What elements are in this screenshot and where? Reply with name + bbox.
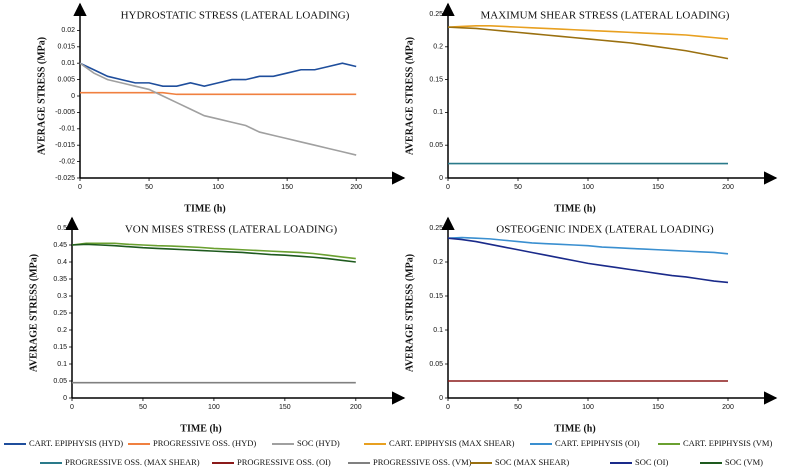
y-tick-label: -0.015 [55, 142, 75, 149]
x-tick-label: 0 [446, 184, 450, 191]
legend-label: SOC (HYD) [297, 438, 340, 448]
y-tick-label: -0.02 [59, 158, 75, 165]
y-tick-label: 0.5 [57, 225, 67, 232]
legend-label: PROGRESSIVE OSS. (HYD) [153, 438, 256, 448]
y-tick-label: 0.3 [57, 293, 67, 300]
y-tick-label: 0.05 [429, 361, 443, 368]
series-line [71, 243, 356, 263]
y-tick-label: 0 [63, 395, 67, 402]
x-tick-label: 100 [582, 184, 594, 191]
legend-label: PROGRESSIVE OSS. (OI) [237, 457, 331, 467]
y-tick-label: 0.015 [57, 44, 75, 51]
y-tick-label: 0.2 [433, 44, 443, 51]
y-tick-label: 0.45 [53, 242, 67, 249]
chart-title: MAXIMUM SHEAR STRESS (LATERAL LOADING) [481, 10, 730, 22]
x-tick-label: 0 [446, 404, 450, 411]
legend-label: PROGRESSIVE OSS. (MAX SHEAR) [65, 457, 200, 467]
y-tick-label: 0.2 [57, 327, 67, 334]
x-tick-label: 50 [139, 404, 147, 411]
x-tick-label: 50 [145, 184, 153, 191]
y-tick-label: 0.2 [433, 259, 443, 266]
x-tick-label: 50 [514, 184, 522, 191]
legend-label: SOC (MAX SHEAR) [495, 457, 569, 467]
legend-label: PROGRESSIVE OSS. (VM) [373, 457, 472, 467]
chart-title: VON MISES STRESS (LATERAL LOADING) [125, 224, 338, 236]
y-tick-label: 0.02 [61, 27, 75, 34]
y-axis-label: AVERAGE STRESS (MPa) [28, 254, 39, 372]
x-tick-label: 50 [514, 404, 522, 411]
y-tick-label: 0.25 [53, 310, 67, 317]
x-tick-label: 100 [208, 404, 220, 411]
series-line [71, 242, 356, 260]
y-tick-label: 0 [71, 93, 75, 100]
x-tick-label: 200 [350, 184, 362, 191]
y-tick-label: -0.01 [59, 126, 75, 133]
series-line [79, 62, 357, 156]
series-line [447, 25, 729, 40]
legend-label: CART. EPIPHYSIS (VM) [683, 438, 772, 448]
y-tick-label: 0.1 [433, 327, 443, 334]
legend-label: CART. EPIPHYSIS (OI) [555, 438, 640, 448]
legend-label: CART. EPIPHYSIS (HYD) [29, 438, 123, 448]
x-tick-label: 150 [279, 404, 291, 411]
y-tick-label: 0.01 [61, 60, 75, 67]
y-tick-label: 0.4 [57, 259, 67, 266]
y-tick-label: 0.15 [429, 293, 443, 300]
y-tick-label: 0.15 [53, 344, 67, 351]
legend-label: CART. EPIPHYSIS (MAX SHEAR) [389, 438, 515, 448]
x-tick-label: 0 [78, 184, 82, 191]
y-tick-label: 0.005 [57, 76, 75, 83]
x-tick-label: 100 [212, 184, 224, 191]
series-line [447, 236, 729, 255]
x-axis-label: TIME (h) [554, 423, 595, 434]
x-tick-label: 200 [350, 404, 362, 411]
x-tick-label: 100 [582, 404, 594, 411]
y-tick-label: -0.005 [55, 109, 75, 116]
legend-label: SOC (VM) [725, 457, 763, 467]
y-axis-label: AVERAGE STRESS (MPa) [36, 37, 47, 155]
x-tick-label: 150 [281, 184, 293, 191]
x-tick-label: 0 [70, 404, 74, 411]
y-tick-label: 0.05 [429, 142, 443, 149]
y-tick-label: 0.25 [429, 11, 443, 18]
y-tick-label: 0.25 [429, 225, 443, 232]
series-line [447, 237, 729, 284]
y-tick-label: 0.15 [429, 76, 443, 83]
series-line [80, 91, 357, 96]
series-line [79, 62, 357, 87]
y-axis-label: AVERAGE STRESS (MPa) [404, 37, 415, 155]
x-axis-label: TIME (h) [180, 423, 221, 434]
x-tick-label: 150 [652, 184, 664, 191]
y-tick-label: 0.1 [57, 361, 67, 368]
y-tick-label: 0.05 [53, 378, 67, 385]
x-tick-label: 200 [722, 404, 734, 411]
y-tick-label: -0.025 [55, 175, 75, 182]
y-tick-label: 0 [439, 175, 443, 182]
y-tick-label: 0.35 [53, 276, 67, 283]
legend-label: SOC (OI) [635, 457, 668, 467]
x-tick-label: 150 [652, 404, 664, 411]
y-axis-label: AVERAGE STRESS (MPa) [404, 254, 415, 372]
y-tick-label: 0 [439, 395, 443, 402]
x-axis-label: TIME (h) [554, 203, 595, 214]
series-line [447, 26, 729, 60]
chart-title: OSTEOGENIC INDEX (LATERAL LOADING) [496, 224, 714, 236]
x-axis-label: TIME (h) [184, 203, 225, 214]
x-tick-label: 200 [722, 184, 734, 191]
y-tick-label: 0.1 [433, 109, 443, 116]
chart-title: HYDROSTATIC STRESS (LATERAL LOADING) [121, 10, 350, 22]
